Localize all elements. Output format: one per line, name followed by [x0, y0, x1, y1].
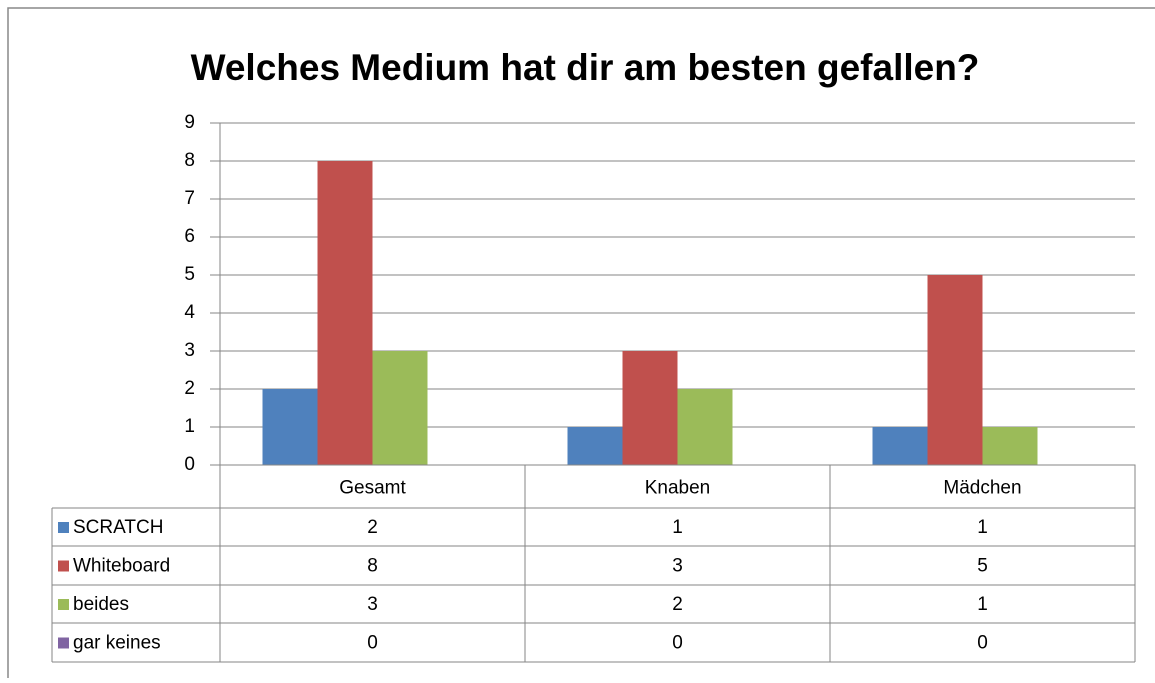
table-value: 5 — [977, 556, 988, 577]
bar — [622, 351, 678, 465]
legend-label: beides — [73, 594, 129, 615]
y-tick-label: 6 — [184, 226, 195, 247]
y-tick-label: 1 — [184, 416, 195, 437]
y-tick-label: 4 — [184, 302, 195, 323]
table-value: 3 — [367, 594, 378, 615]
y-tick-label: 5 — [184, 264, 195, 285]
legend-swatch — [58, 560, 69, 572]
chart-title: Welches Medium hat dir am besten gefalle… — [191, 47, 980, 88]
bar — [262, 389, 318, 465]
table-value: 2 — [367, 517, 378, 538]
table-value: 8 — [367, 556, 378, 577]
table-value: 1 — [672, 517, 683, 538]
bar — [372, 351, 428, 465]
table-value: 1 — [977, 594, 988, 615]
y-tick-label: 3 — [184, 340, 195, 361]
table-value: 0 — [977, 633, 988, 654]
table-value: 0 — [672, 633, 683, 654]
bar — [317, 161, 373, 465]
y-tick-label: 0 — [184, 454, 195, 475]
y-tick-label: 2 — [184, 378, 195, 399]
table-value: 3 — [672, 556, 683, 577]
bar — [677, 389, 733, 465]
legend-swatch — [58, 637, 69, 649]
x-tick-label: Mädchen — [943, 478, 1021, 499]
table-value: 1 — [977, 517, 988, 538]
bar — [567, 427, 623, 465]
x-tick-label: Gesamt — [339, 478, 406, 499]
y-tick-label: 7 — [184, 188, 195, 209]
legend-label: SCRATCH — [73, 517, 163, 538]
table-value: 2 — [672, 594, 683, 615]
bar — [927, 275, 983, 465]
y-tick-label: 9 — [184, 112, 195, 133]
table-value: 0 — [367, 633, 378, 654]
x-tick-label: Knaben — [645, 478, 711, 499]
bar — [872, 427, 928, 465]
legend-label: Whiteboard — [73, 556, 170, 577]
bar — [982, 427, 1038, 465]
chart-frame — [7, 7, 1155, 683]
legend-swatch — [58, 522, 69, 533]
legend-label: gar keines — [73, 633, 161, 654]
legend-swatch — [58, 599, 69, 610]
y-tick-label: 8 — [184, 150, 195, 171]
